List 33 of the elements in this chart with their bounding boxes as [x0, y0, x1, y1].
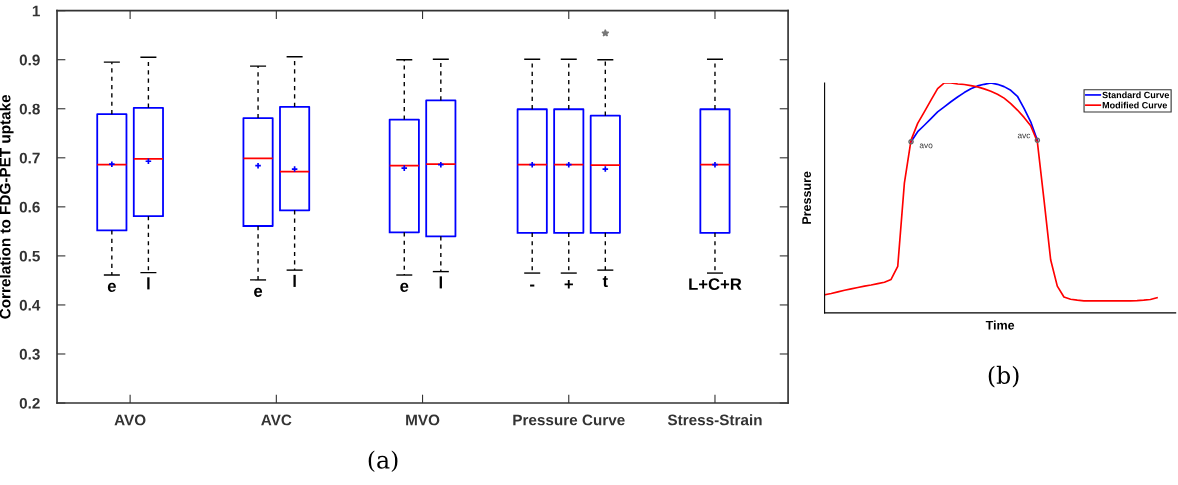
annotation: L+C+R [689, 278, 742, 291]
annotation: e [400, 282, 409, 292]
annotation: avc [1017, 133, 1031, 139]
annotation: - [530, 284, 535, 287]
y-tick-label: 0.6 [19, 201, 40, 213]
x-tick-label: Stress-Strain [667, 414, 762, 426]
y-tick-label: 0.7 [19, 152, 40, 164]
y-tick-label: 0.3 [19, 348, 40, 360]
annotation: l [147, 277, 150, 290]
x-tick-label: MVO [406, 414, 440, 426]
y-tick-label: 0.2 [19, 397, 40, 409]
y-tick-label: 0.5 [19, 250, 40, 262]
y-axis-title: Pressure [802, 171, 812, 224]
legend-label: Modified Curve [1102, 101, 1167, 109]
text: (a) [368, 450, 398, 473]
y-axis-title: Correlation to FDG-PET uptake [0, 94, 14, 319]
annotation: avo [919, 143, 933, 149]
x-tick-label: AVC [261, 414, 292, 426]
y-tick-label: 0.9 [19, 54, 40, 66]
annotation: l [293, 274, 296, 287]
annotation: e [254, 287, 263, 297]
annotation: t [602, 276, 608, 288]
annotation: e [107, 282, 116, 292]
y-tick-label: 0.8 [19, 103, 40, 115]
x-axis-title: Time [985, 320, 1015, 330]
x-tick-label: AVO [114, 414, 146, 426]
x-tick-label: Pressure Curve [513, 414, 625, 426]
legend-label: Standard Curve [1102, 91, 1170, 99]
annotation: + [564, 280, 573, 289]
y-tick-label: 0.4 [19, 299, 41, 311]
text: (b) [988, 365, 1019, 388]
annotation: l [439, 276, 442, 289]
y-tick-label: 1 [32, 5, 40, 17]
